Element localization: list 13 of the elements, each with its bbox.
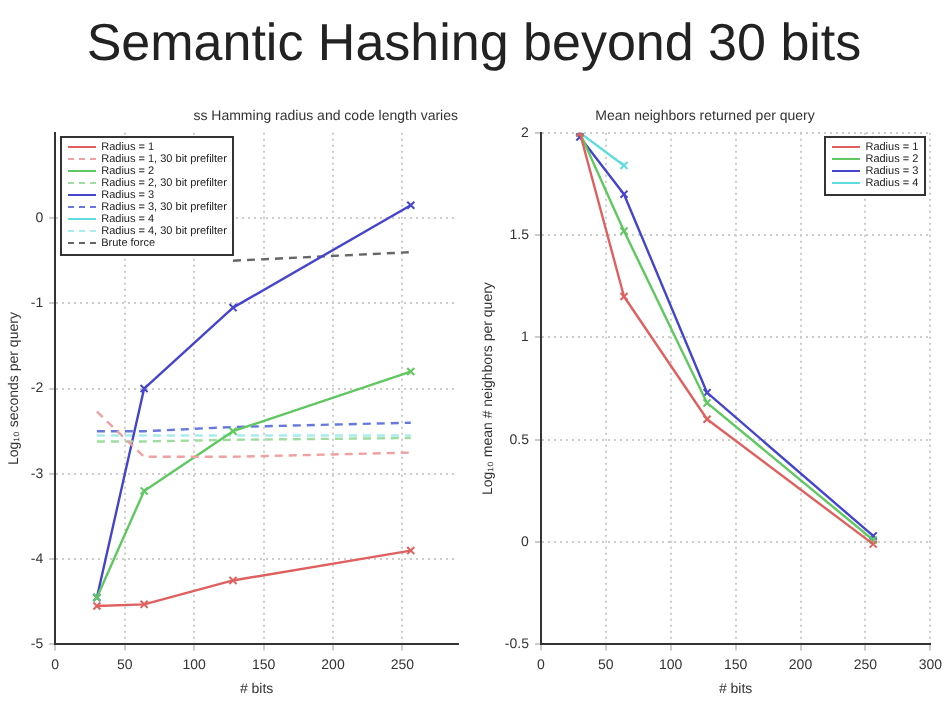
point: [702, 388, 712, 398]
point: [619, 189, 629, 199]
point: [619, 291, 629, 302]
point: [702, 414, 712, 424]
point: [228, 575, 238, 585]
point: [139, 486, 149, 496]
point: [139, 599, 149, 609]
point: [702, 398, 712, 408]
text: Semantic Hashing beyond 30 bits: [84, 12, 864, 74]
point: [139, 384, 149, 394]
point: [619, 226, 629, 236]
point: [228, 426, 238, 436]
point: [228, 303, 238, 313]
